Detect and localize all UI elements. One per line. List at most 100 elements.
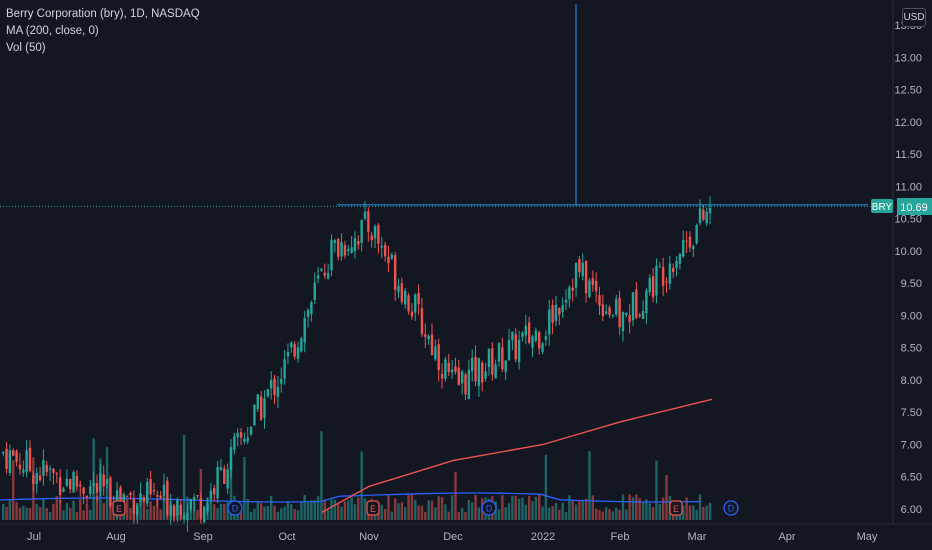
volume-bar [454,472,457,520]
volume-bar [594,508,598,520]
volume-bar [601,511,605,520]
candle-body [296,347,300,359]
currency-button[interactable]: USD [902,8,926,27]
volume-bar [692,505,695,520]
volume-bar [343,501,347,520]
volume-bar [239,510,243,520]
candle-body [286,352,290,357]
candle-body [450,369,454,373]
volume-bar [460,507,464,520]
candle-body [655,265,658,296]
candle-body [109,477,112,507]
candle-body [306,309,310,317]
legend-ma[interactable]: MA (200, close, 0) [6,25,99,37]
candle-body [605,311,608,314]
ma-line [321,398,713,513]
reference-lines [0,4,893,207]
candle-body [233,436,236,450]
y-tick-label: 13.00 [894,52,922,64]
candle-body [316,275,320,279]
candle-body [333,240,337,244]
candle-body [440,374,444,379]
candle-body [501,347,504,370]
candle-body [527,322,531,343]
volume-bar [253,508,256,520]
candle-body [320,268,323,271]
candle-body [290,342,293,348]
candle-body [571,287,574,291]
candle-body [584,260,588,294]
y-tick-label: 9.00 [901,310,922,322]
candle-body [641,311,645,319]
candle-body [588,280,591,297]
volume-bar [129,507,132,520]
candle-body [668,263,672,284]
candle-body [598,294,601,306]
dividend-letter: D [486,504,493,514]
volume-bar [162,496,166,520]
earnings-icon [112,500,126,516]
event-marker-d: D [227,500,243,516]
candle-body [72,472,75,493]
candle-body [611,314,615,316]
candle-body [209,490,213,500]
volume-bar [685,497,688,520]
candle-body [363,211,367,219]
price-tag: BRY 10.69 [871,198,932,215]
volume-bar [226,502,229,520]
candle-body [243,438,246,442]
volume-bar [249,511,253,520]
candle-body [203,507,206,523]
candle-body [524,325,527,336]
candle-body [675,260,678,269]
volume-bar [326,509,330,520]
candle-body [661,267,665,286]
volume-bar [588,451,591,520]
candle-body [89,486,92,494]
candle-body [551,304,554,323]
candle-body [35,472,38,484]
candle-body [581,262,584,277]
x-tick-label: Apr [778,531,795,543]
volume-bar [283,506,286,520]
candle-body [427,335,430,340]
candle-body [578,258,581,273]
volume-bar [156,498,159,520]
volume-bar [611,511,615,520]
volume-bar [698,494,702,520]
volume-bar [558,509,561,520]
candle-body [105,479,109,485]
candle-body [82,487,85,494]
candle-body [628,315,631,323]
dividend-icon [481,500,497,516]
candle-body [574,262,578,288]
volume-bar [55,495,58,520]
candle-body [682,239,685,257]
volume-bar [417,505,420,520]
candle-body [182,515,186,520]
volume-bar [142,498,146,520]
x-tick-label: Mar [688,531,707,543]
volume-bar [450,495,454,520]
x-tick-label: Sep [193,531,213,543]
candle-body [400,283,404,302]
volume-bar [303,494,306,520]
candle-body [249,426,253,435]
candle-body [92,482,95,487]
candle-body [521,332,524,338]
candle-body [323,272,326,276]
candle-body [343,245,347,256]
candle-body [514,334,517,360]
volume-bar [259,503,263,520]
candle-body [2,452,5,454]
legend-symbol[interactable]: Berry Corporation (bry), 1D, NASDAQ [6,8,200,20]
candle-body [256,394,259,410]
volume-bar [213,504,216,520]
volume-bar [695,509,698,520]
volume-bar [457,511,460,520]
volume-bar [615,507,618,520]
legend-vol[interactable]: Vol (50) [6,42,46,54]
candle-body [226,469,229,489]
candle-body [62,488,65,492]
